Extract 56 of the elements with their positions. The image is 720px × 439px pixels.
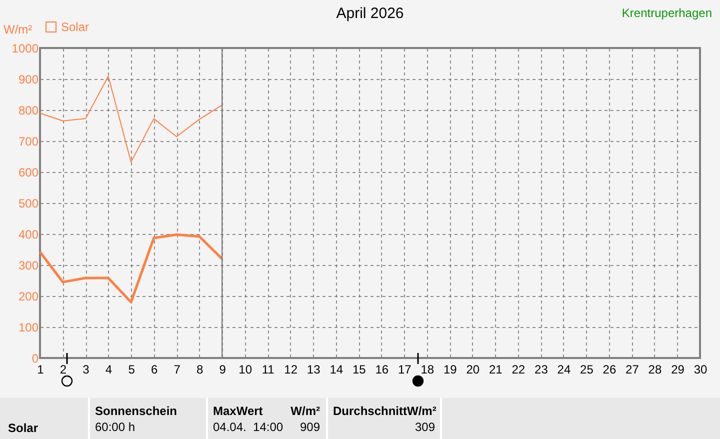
x-tick-label: 19 [443,362,458,376]
x-tick-label: 11 [262,362,275,376]
text: W/m² [290,404,320,418]
x-tick-label: 23 [534,362,548,376]
x-tick-label: 27 [626,362,640,376]
line-series [40,76,223,163]
y-axis-title: W/m² [4,22,32,36]
y-tick-label: 700 [18,134,39,148]
y-tick-label: 900 [18,72,39,86]
x-tick-label: 12 [284,362,298,376]
x-tick-label: 6 [150,362,158,376]
line-series [38,233,224,304]
x-tick-label: 2 [60,362,67,376]
x-tick-label: 14 [330,362,344,376]
x-tick-label: 30 [694,362,708,376]
y-tick-label: 500 [18,196,39,210]
text: 60:00 h [95,420,136,434]
x-tick-label: 29 [671,362,685,376]
legend-label: Solar [61,20,90,34]
y-tick-label: 300 [18,258,39,272]
x-tick-label: 9 [219,362,226,376]
x-tick-label: 28 [648,362,662,376]
x-tick-label: 3 [82,362,90,376]
text: Solar [8,421,38,435]
x-tick-label: 8 [196,362,204,376]
text: Sonnenschein [95,404,178,418]
y-tick-label: 0 [32,352,39,366]
x-tick-label: 22 [512,362,526,376]
text: 909 [300,420,320,434]
x-tick-label: 16 [375,362,389,376]
chart-title: April 2026 [336,5,404,22]
x-tick-label: 15 [352,362,366,376]
x-tick-label: 10 [238,362,252,376]
text: 309 [414,420,435,434]
y-tick-label: 600 [18,166,39,180]
text: 04.04. 14:00 [213,420,284,434]
x-tick-label: 20 [466,362,480,376]
y-tick-label: 200 [18,290,39,304]
x-tick-label: 25 [580,362,594,376]
x-tick-label: 13 [306,362,321,376]
x-tick-label: 17 [398,362,412,376]
x-tick-label: 1 [37,362,44,376]
x-tick-label: 7 [174,362,181,376]
y-tick-label: 1000 [12,42,39,56]
y-tick-label: 800 [18,104,39,118]
text: DurchschnittW/m² [333,404,436,418]
x-tick-label: 24 [557,362,571,376]
x-tick-label: 5 [128,362,136,376]
text: Krentruperhagen [622,6,712,20]
y-tick-label: 100 [18,320,39,334]
x-tick-label: 18 [420,362,434,376]
x-tick-label: 4 [105,362,112,376]
x-tick-label: 26 [602,362,616,376]
text: MaxWert [213,404,263,418]
y-tick-label: 400 [18,228,39,242]
x-tick-label: 21 [488,362,503,376]
